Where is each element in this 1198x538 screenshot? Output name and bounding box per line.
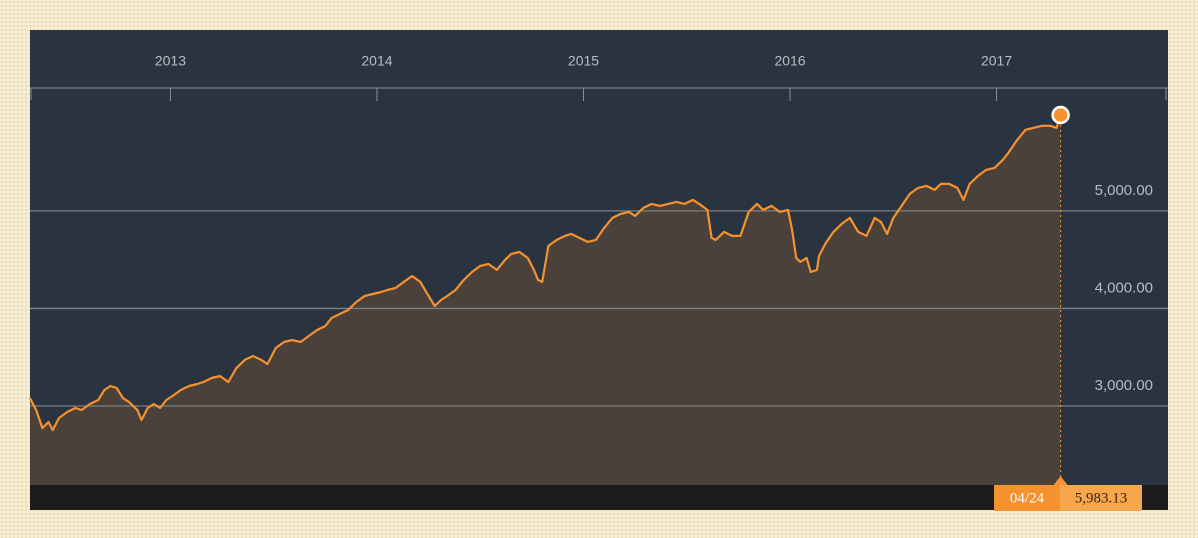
x-tick-label: 2015: [568, 53, 599, 69]
last-point: [1051, 105, 1070, 125]
x-tick-label: 2013: [155, 53, 186, 69]
y-tick-label: 3,000.00: [1095, 377, 1153, 394]
area: [30, 115, 1061, 485]
callout-pointer: [1053, 476, 1068, 485]
x-tick-label: 2017: [981, 53, 1012, 69]
bottom-strip: [30, 485, 1168, 510]
x-tick-label: 2016: [774, 53, 805, 69]
y-tick-label: 5,000.00: [1095, 182, 1153, 199]
line: [29, 114, 1062, 432]
callout-value: 5,983.13: [1075, 490, 1128, 506]
y-tick-label: 4,000.00: [1095, 279, 1153, 296]
callout-date: 04/24: [1010, 490, 1045, 506]
x-tick-label: 2014: [361, 53, 392, 69]
callout-value-box: [1060, 485, 1142, 511]
